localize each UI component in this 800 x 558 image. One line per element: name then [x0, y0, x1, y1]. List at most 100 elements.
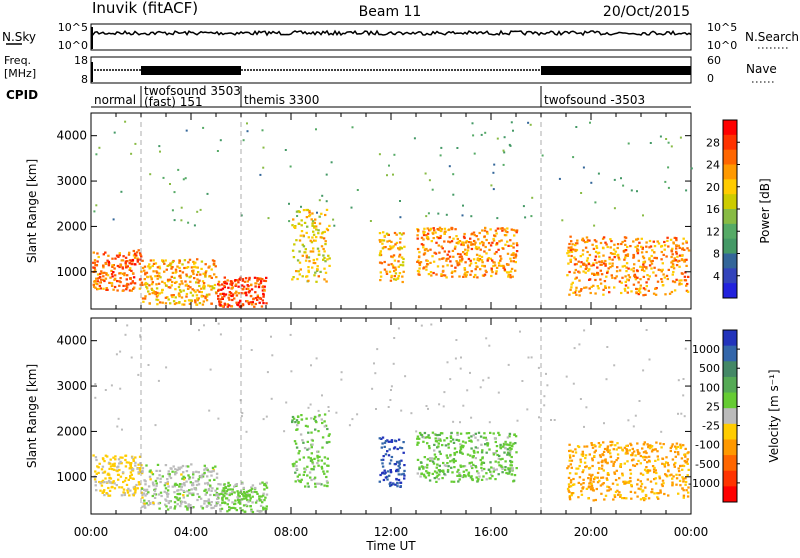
data-cell — [107, 479, 111, 482]
data-cell — [585, 406, 588, 409]
data-cell — [137, 472, 140, 475]
data-cell — [489, 470, 492, 473]
data-cell — [498, 433, 501, 437]
data-cell — [512, 256, 516, 259]
data-cell — [594, 498, 597, 502]
data-cell — [312, 468, 315, 471]
data-cell — [472, 134, 475, 137]
data-cell — [224, 492, 227, 495]
data-cell — [250, 349, 253, 351]
data-cell — [199, 497, 203, 500]
data-cell — [664, 180, 667, 183]
data-cell — [166, 278, 170, 281]
data-cell — [396, 447, 399, 451]
data-cell — [524, 216, 527, 219]
data-cell — [318, 414, 321, 417]
data-cell — [425, 405, 428, 407]
data-cell — [178, 497, 181, 500]
data-cell — [574, 448, 577, 451]
power-colorbar-label: Power [dB] — [758, 178, 772, 243]
data-cell — [636, 252, 640, 255]
data-cell — [492, 453, 496, 456]
data-cell — [131, 477, 134, 480]
data-cell — [469, 454, 472, 457]
data-cell — [340, 371, 343, 374]
x-tick-label: 12:00 — [374, 525, 409, 539]
data-cell — [464, 241, 468, 244]
data-cell — [144, 295, 147, 298]
colorbar-swatch — [723, 253, 737, 269]
data-cell — [680, 457, 684, 460]
data-cell — [570, 240, 573, 243]
data-cell — [473, 152, 476, 155]
data-cell — [614, 277, 617, 280]
data-cell — [115, 484, 118, 487]
data-cell — [670, 255, 673, 259]
data-cell — [158, 272, 161, 275]
data-cell — [499, 447, 503, 450]
data-cell — [398, 255, 401, 258]
data-cell — [575, 263, 578, 266]
data-cell — [584, 267, 587, 271]
data-cell — [173, 491, 176, 494]
data-cell — [263, 285, 266, 288]
data-cell — [206, 504, 209, 507]
data-cell — [685, 460, 689, 463]
data-cell — [495, 449, 498, 453]
data-cell — [439, 439, 442, 442]
data-cell — [226, 510, 229, 513]
data-cell — [298, 273, 301, 276]
data-cell — [322, 258, 325, 261]
data-cell — [606, 445, 610, 448]
data-cell — [178, 289, 182, 292]
data-cell — [615, 459, 618, 462]
data-cell — [571, 450, 574, 453]
data-cell — [98, 284, 102, 287]
data-cell — [115, 353, 118, 356]
data-cell — [496, 227, 500, 230]
data-cell — [641, 255, 645, 258]
data-cell — [451, 275, 454, 278]
data-cell — [236, 496, 239, 499]
data-cell — [118, 252, 121, 255]
data-cell — [160, 291, 164, 294]
data-cell — [591, 459, 594, 462]
data-cell — [571, 281, 574, 284]
data-cell — [433, 449, 436, 452]
data-cell — [655, 492, 659, 495]
data-cell — [609, 266, 612, 269]
data-cell — [593, 258, 597, 261]
data-cell — [470, 270, 473, 273]
data-cell — [643, 499, 646, 502]
data-cell — [147, 485, 151, 488]
data-cell — [270, 335, 272, 338]
data-cell — [503, 136, 506, 139]
data-cell — [316, 450, 319, 453]
data-cell — [310, 218, 313, 221]
data-cell — [248, 493, 251, 496]
data-cell — [262, 166, 265, 169]
data-cell — [298, 261, 302, 264]
data-cell — [115, 254, 119, 257]
data-cell — [222, 493, 225, 496]
data-cell — [613, 472, 617, 475]
data-cell — [263, 483, 266, 487]
data-cell — [146, 275, 149, 279]
data-cell — [505, 471, 508, 475]
data-cell — [496, 137, 499, 140]
data-cell — [322, 254, 325, 257]
data-cell — [641, 246, 644, 249]
data-cell — [227, 286, 230, 289]
data-cell — [114, 274, 117, 277]
data-cell — [659, 489, 662, 492]
data-cell — [394, 243, 397, 246]
data-cell — [383, 234, 386, 237]
data-cell — [466, 249, 470, 252]
data-cell — [462, 470, 465, 473]
data-cell — [472, 434, 475, 437]
data-cell — [508, 470, 511, 473]
data-cell — [647, 446, 650, 449]
data-cell — [516, 244, 519, 247]
nsky-frame — [90, 23, 692, 51]
data-cell — [583, 461, 587, 464]
